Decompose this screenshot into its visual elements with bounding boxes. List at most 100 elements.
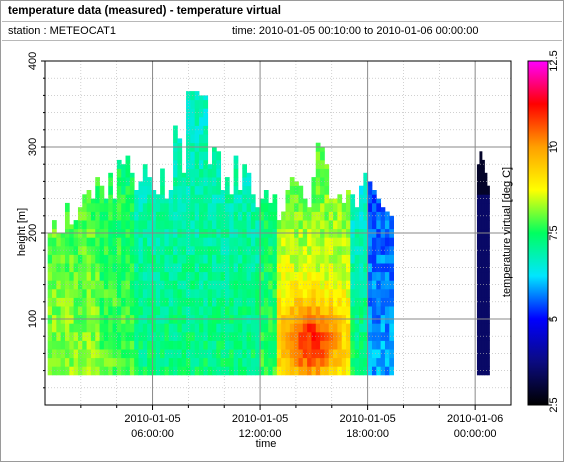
heatmap-cell — [164, 198, 170, 204]
heatmap-cell — [229, 271, 235, 281]
heatmap-cell — [194, 116, 200, 126]
heatmap-cell — [272, 288, 278, 298]
heatmap-cell — [233, 263, 239, 273]
x-tick-label-time: 06:00:00 — [131, 428, 174, 440]
heatmap-cell — [181, 177, 187, 187]
heatmap-cell — [341, 280, 347, 290]
heatmap-cell — [359, 340, 364, 350]
heatmap-cell — [233, 155, 239, 161]
heatmap-cell — [220, 194, 226, 204]
heatmap-cell — [147, 254, 152, 264]
heatmap-cell — [328, 366, 334, 376]
heatmap-cell — [64, 349, 70, 359]
heatmap-cell — [125, 245, 131, 255]
heatmap-cell — [164, 340, 170, 350]
heatmap-cell — [479, 185, 483, 195]
heatmap-cell — [160, 202, 165, 212]
heatmap-cell — [289, 331, 295, 341]
heatmap-cell — [324, 349, 330, 359]
heatmap-cell — [181, 202, 187, 212]
heatmap-cell — [125, 194, 131, 204]
heatmap-cell — [224, 254, 230, 264]
heatmap-cell — [484, 280, 488, 290]
heatmap-cell — [216, 159, 222, 169]
heatmap-cell — [328, 245, 334, 255]
heatmap-cell — [212, 168, 217, 178]
heatmap-cell — [298, 254, 304, 264]
heatmap-cell — [47, 245, 53, 255]
heatmap-cell — [199, 288, 204, 298]
heatmap-cell — [134, 331, 139, 341]
heatmap-cell — [255, 207, 260, 212]
heatmap-cell — [328, 220, 334, 230]
heatmap-cell — [116, 237, 122, 247]
heatmap-cell — [294, 331, 299, 341]
heatmap-cell — [367, 185, 373, 195]
heatmap-cell — [203, 99, 209, 109]
heatmap-cell — [246, 185, 252, 195]
heatmap-cell — [476, 280, 480, 290]
heatmap-cell — [389, 245, 394, 255]
heatmap-cell — [263, 349, 269, 359]
heatmap-cell — [181, 323, 187, 333]
heatmap-cell — [359, 220, 364, 230]
heatmap-cell — [116, 254, 122, 264]
heatmap-cell — [359, 254, 364, 264]
heatmap-cell — [116, 220, 122, 230]
heatmap-cell — [112, 340, 118, 350]
heatmap-cell — [359, 357, 364, 367]
heatmap-cell — [367, 271, 373, 281]
heatmap-cell — [147, 220, 152, 230]
heatmap-cell — [237, 288, 243, 298]
heatmap-cell — [484, 288, 488, 298]
heatmap-cell — [376, 288, 382, 298]
heatmap-cell — [324, 280, 330, 290]
heatmap-cell — [255, 288, 260, 298]
heatmap-cell — [346, 340, 351, 350]
heatmap-cell — [216, 306, 222, 316]
heatmap-cell — [138, 181, 144, 187]
heatmap-cell — [311, 331, 317, 341]
heatmap-cell — [259, 323, 265, 333]
heatmap-cell — [384, 323, 390, 333]
heatmap-cell — [272, 331, 278, 341]
heatmap-cell — [224, 185, 230, 195]
heatmap-cell — [384, 237, 390, 247]
heatmap-cell — [181, 288, 187, 298]
heatmap-cell — [95, 306, 100, 316]
heatmap-cell — [47, 233, 53, 238]
heatmap-cell — [384, 271, 390, 281]
heatmap-cell — [384, 357, 390, 367]
heatmap-cell — [289, 220, 295, 230]
heatmap-cell — [129, 185, 135, 195]
heatmap-cell — [337, 288, 343, 298]
heatmap-cell — [207, 168, 213, 178]
heatmap-cell — [250, 263, 256, 273]
heatmap-cell — [212, 151, 217, 161]
heatmap-cell — [324, 263, 330, 273]
heatmap-cell — [155, 271, 161, 281]
heatmap-cell — [82, 220, 87, 230]
heatmap-cell — [367, 181, 373, 187]
heatmap-cell — [272, 220, 278, 230]
heatmap-cell — [486, 340, 490, 350]
heatmap-cell — [134, 323, 139, 333]
heatmap-cell — [47, 280, 53, 290]
heatmap-cell — [242, 331, 247, 341]
heatmap-cell — [285, 357, 291, 367]
heatmap-cell — [229, 288, 235, 298]
heatmap-cell — [233, 271, 239, 281]
heatmap-cell — [246, 177, 252, 187]
heatmap-cell — [294, 220, 299, 230]
heatmap-cell — [164, 271, 170, 281]
heatmap-cell — [47, 297, 53, 307]
heatmap-cell — [268, 306, 273, 316]
heatmap-cell — [311, 211, 317, 221]
heatmap-cell — [177, 331, 183, 341]
heatmap-cell — [250, 202, 256, 212]
heatmap-cell — [481, 306, 485, 316]
heatmap-cell — [95, 323, 100, 333]
heatmap-cell — [64, 340, 70, 350]
heatmap-cell — [151, 323, 157, 333]
heatmap-cell — [224, 237, 230, 247]
